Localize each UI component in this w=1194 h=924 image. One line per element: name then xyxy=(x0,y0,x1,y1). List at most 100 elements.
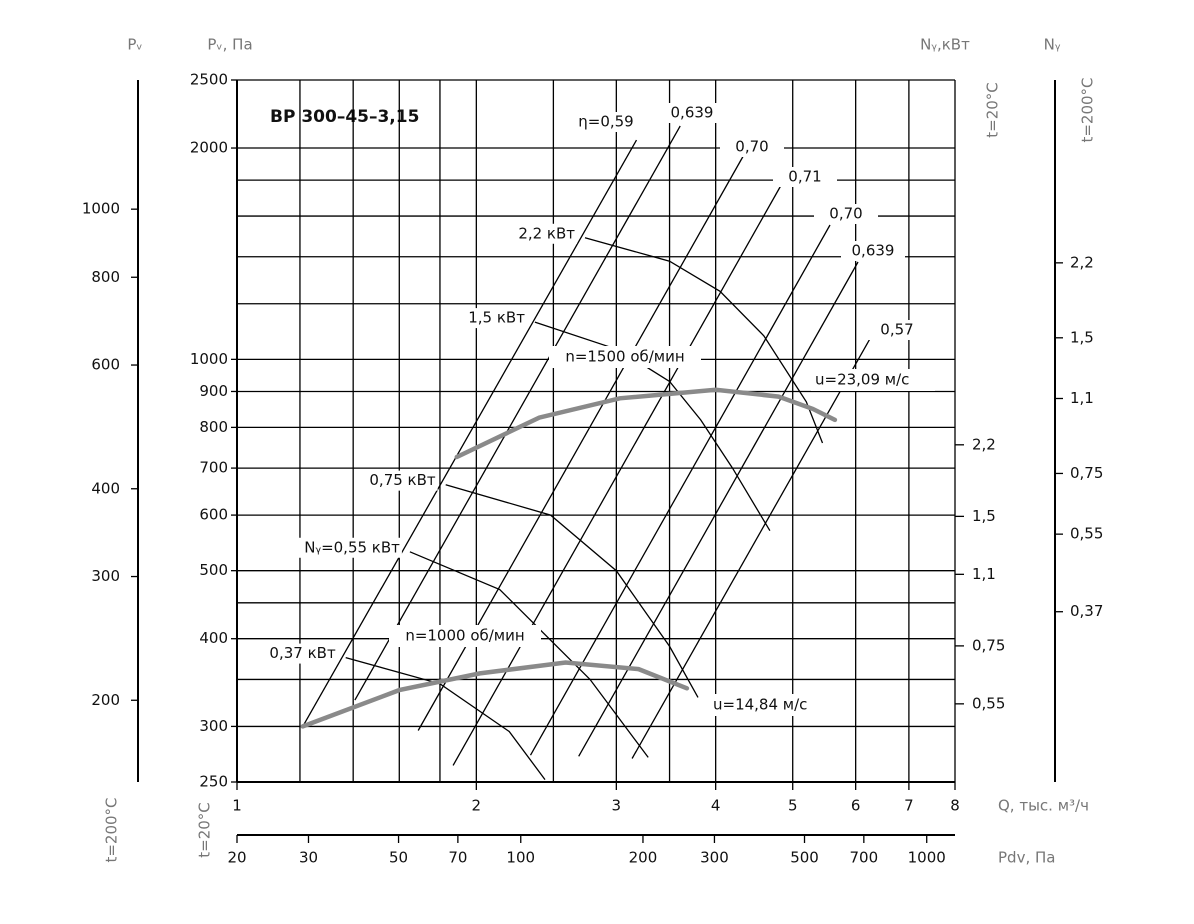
y4-axis-label: Nᵧ xyxy=(1044,36,1061,54)
y4-tick-label: 0,55 xyxy=(1070,525,1103,543)
x2-tick-label: 1000 xyxy=(908,849,946,867)
fan-curve xyxy=(300,660,690,729)
y-tick-label: 500 xyxy=(199,561,228,579)
y2-tick-label: 1,1 xyxy=(972,565,996,583)
y-tick-label: 2000 xyxy=(190,139,228,157)
x-tick-label: 8 xyxy=(950,797,960,815)
y4-tick-label: 0,75 xyxy=(1070,464,1103,482)
x2-tick-label: 100 xyxy=(506,849,535,867)
x2-tick-label: 500 xyxy=(790,849,819,867)
y-tick-label: 1000 xyxy=(190,350,228,368)
efficiency-line xyxy=(631,337,871,759)
y-tick-label: 900 xyxy=(199,382,228,400)
y3-tick-label: 800 xyxy=(91,268,120,286)
power-label: 0,37 кВт xyxy=(269,644,336,662)
x2-axis-label: Pdv, Па xyxy=(998,849,1055,867)
y-tick-label: 700 xyxy=(199,459,228,477)
y2-tick-label: 0,75 xyxy=(972,636,1005,654)
y-tick-label: 400 xyxy=(199,629,228,647)
annotation: u=14,84 м/с xyxy=(713,696,807,714)
y3-tick-label: 200 xyxy=(91,691,120,709)
x2-tick-label: 200 xyxy=(629,849,658,867)
y-tick-label: 250 xyxy=(199,773,228,791)
efficiency-label: η=0,59 xyxy=(578,113,633,131)
x-tick-label: 2 xyxy=(472,797,482,815)
series-label: n=1500 об/мин xyxy=(565,348,684,366)
x2-tick-label: 30 xyxy=(299,849,318,867)
label-bg xyxy=(814,204,878,224)
x2-tick-label: 20 xyxy=(227,849,246,867)
y2-tick-label: 1,5 xyxy=(972,507,996,525)
fan-curve xyxy=(454,387,838,460)
label-bg xyxy=(811,369,935,391)
x-tick-label: 5 xyxy=(788,797,798,815)
y-tick-label: 300 xyxy=(199,717,228,735)
y2-axis-note: t=20°C xyxy=(984,82,1002,138)
label-bg xyxy=(773,167,837,187)
y4-tick-label: 2,2 xyxy=(1070,253,1094,271)
efficiency-label: 0,639 xyxy=(671,104,714,122)
power-label: 1,5 кВт xyxy=(468,309,525,327)
label-bg xyxy=(357,470,438,491)
y3-axis-note: t=200°C xyxy=(103,797,121,862)
power-label: 2,2 кВт xyxy=(518,224,575,242)
x-axis-label: Q, тыс. м³/ч xyxy=(998,797,1089,815)
y-tick-label: 600 xyxy=(199,506,228,524)
power-curve xyxy=(345,656,546,780)
y3-tick-label: 600 xyxy=(91,356,120,374)
y4-tick-label: 1,5 xyxy=(1070,328,1094,346)
x-tick-label: 6 xyxy=(851,797,861,815)
power-curve xyxy=(409,551,649,758)
x-tick-label: 1 xyxy=(232,797,242,815)
y-axis-label: Pᵥ, Па xyxy=(207,36,252,54)
efficiency-line xyxy=(578,261,859,757)
label-bg xyxy=(709,694,833,716)
label-bg xyxy=(267,537,402,558)
efficiency-line xyxy=(354,125,681,701)
label-bg xyxy=(389,625,541,647)
y2-tick-label: 2,2 xyxy=(972,435,996,453)
label-bg xyxy=(446,308,527,329)
x2-tick-label: 700 xyxy=(850,849,879,867)
label-bg xyxy=(257,643,338,664)
y-tick-label: 2500 xyxy=(190,71,228,89)
efficiency-label: 0,70 xyxy=(735,138,768,156)
label-bg xyxy=(497,223,578,244)
x2-tick-label: 300 xyxy=(700,849,729,867)
y3-tick-label: 400 xyxy=(91,479,120,497)
y3-tick-label: 300 xyxy=(91,567,120,585)
label-bg xyxy=(720,137,784,157)
power-curve xyxy=(534,321,771,532)
x-tick-label: 4 xyxy=(711,797,721,815)
y2-axis-label: Nᵧ,кВт xyxy=(920,36,970,54)
label-bg xyxy=(574,112,638,132)
annotation: u=23,09 м/с xyxy=(815,371,909,389)
y3-axis-label: Pᵥ xyxy=(127,36,142,54)
y4-tick-label: 0,37 xyxy=(1070,602,1103,620)
label-bg xyxy=(549,346,701,368)
x2-tick-label: 70 xyxy=(448,849,467,867)
y4-axis-note: t=200°C xyxy=(1079,77,1097,142)
power-curve xyxy=(445,484,699,698)
x-tick-label: 3 xyxy=(612,797,622,815)
label-bg xyxy=(660,103,724,123)
label-bg xyxy=(865,320,929,340)
efficiency-label: 0,639 xyxy=(852,242,895,260)
label-bg xyxy=(841,241,905,261)
x2-tick-label: 50 xyxy=(389,849,408,867)
power-label: 0,75 кВт xyxy=(369,471,436,489)
efficiency-label: 0,71 xyxy=(788,168,821,186)
x-tick-label: 7 xyxy=(904,797,914,815)
efficiency-line xyxy=(302,139,638,727)
efficiency-line xyxy=(529,224,831,756)
efficiency-label: 0,57 xyxy=(880,321,913,339)
power-label: Nᵧ=0,55 кВт xyxy=(304,538,400,556)
y4-tick-label: 1,1 xyxy=(1070,389,1094,407)
chart-title: ВР 300–45–3,15 xyxy=(270,107,419,127)
series-label: n=1000 об/мин xyxy=(405,627,524,645)
y3-tick-label: 1000 xyxy=(82,200,120,218)
y-axis-note: t=20°C xyxy=(196,802,214,858)
efficiency-label: 0,70 xyxy=(829,205,862,223)
